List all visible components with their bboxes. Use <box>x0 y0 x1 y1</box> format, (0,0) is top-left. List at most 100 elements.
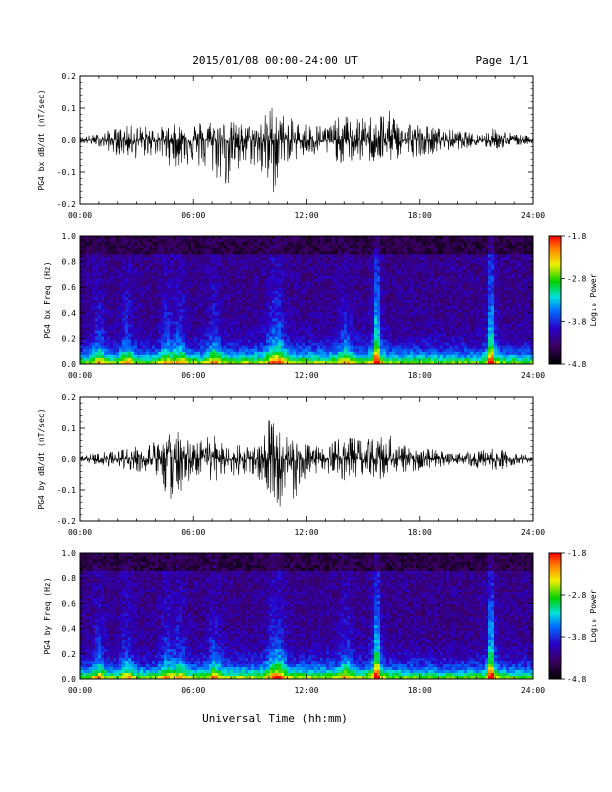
heatmap-cell <box>176 330 180 334</box>
heatmap-cell <box>392 309 396 313</box>
heatmap-cell <box>107 312 111 316</box>
heatmap-cell <box>338 287 342 292</box>
heatmap-cell <box>365 269 369 273</box>
heatmap-cell <box>209 309 213 313</box>
heatmap-cell <box>194 236 198 240</box>
heatmap-cell <box>278 342 282 347</box>
heatmap-cell <box>227 287 231 292</box>
heatmap-cell <box>329 339 333 344</box>
heatmap-cell <box>377 339 381 344</box>
heatmap-cell <box>83 284 87 289</box>
heatmap-cell <box>392 275 396 280</box>
heatmap-cell <box>338 236 342 240</box>
heatmap-cell <box>347 315 351 319</box>
heatmap-cell <box>248 345 252 350</box>
heatmap-cell <box>107 333 111 337</box>
heatmap-cell <box>314 303 318 307</box>
heatmap-cell <box>407 293 411 298</box>
heatmap-cell <box>419 300 423 304</box>
heatmap-cell <box>131 327 135 331</box>
heatmap-cell <box>356 287 360 292</box>
heatmap-cell <box>362 245 366 249</box>
heatmap-cell <box>368 251 372 255</box>
heatmap-cell <box>158 357 162 362</box>
heatmap-cell <box>338 296 342 301</box>
heatmap-cell <box>302 351 306 356</box>
heatmap-cell <box>290 351 294 356</box>
heatmap-cell <box>278 309 282 313</box>
heatmap-cell <box>137 312 141 316</box>
heatmap-cell <box>350 306 354 310</box>
heatmap-cell <box>275 239 279 243</box>
heatmap-cell <box>293 306 297 310</box>
heatmap-cell <box>311 254 315 258</box>
heatmap-cell <box>272 287 276 292</box>
heatmap-cell <box>296 242 300 246</box>
heatmap-cell <box>98 315 102 319</box>
heatmap-cell <box>263 330 267 334</box>
heatmap-cell <box>92 342 96 347</box>
heatmap-cell <box>107 300 111 304</box>
heatmap-cell <box>341 318 345 322</box>
heatmap-cell <box>86 278 90 283</box>
heatmap-cell <box>245 272 249 277</box>
heatmap-cell <box>158 278 162 283</box>
heatmap-cell <box>110 251 114 255</box>
heatmap-cell <box>371 345 375 350</box>
heatmap-cell <box>356 357 360 362</box>
heatmap-cell <box>287 303 291 307</box>
heatmap-cell <box>290 333 294 337</box>
heatmap-cell <box>392 284 396 289</box>
heatmap-cell <box>398 357 402 362</box>
heatmap-cell <box>146 296 150 301</box>
heatmap-cell <box>248 306 252 310</box>
heatmap-cell <box>275 266 279 270</box>
heatmap-cell <box>368 357 372 362</box>
heatmap-cell <box>257 236 261 240</box>
heatmap-cell <box>404 296 408 301</box>
heatmap-cell <box>155 351 159 356</box>
heatmap-cell <box>125 239 129 243</box>
heatmap-cell <box>356 284 360 289</box>
heatmap-cell <box>374 251 378 255</box>
heatmap-cell <box>125 306 129 310</box>
heatmap-cell <box>323 242 327 246</box>
heatmap-cell <box>98 357 102 362</box>
heatmap-cell <box>107 257 111 261</box>
heatmap-cell <box>164 242 168 246</box>
heatmap-cell <box>419 272 423 277</box>
heatmap-cell <box>419 245 423 249</box>
heatmap-cell <box>122 269 126 273</box>
heatmap-cell <box>113 306 117 310</box>
heatmap-cell <box>233 336 237 341</box>
heatmap-cell <box>410 254 414 258</box>
heatmap-cell <box>242 275 246 280</box>
heatmap-cell <box>368 318 372 322</box>
heatmap-cell <box>80 254 84 258</box>
heatmap-cell <box>101 300 105 304</box>
heatmap-cell <box>206 290 210 295</box>
heatmap-cell <box>266 333 270 337</box>
heatmap-cell <box>359 272 363 277</box>
heatmap-cell <box>98 266 102 270</box>
heatmap-cell <box>128 348 132 353</box>
heatmap-cell <box>320 260 324 264</box>
heatmap-cell <box>98 284 102 289</box>
heatmap-cell <box>128 339 132 344</box>
heatmap-cell <box>143 354 147 359</box>
heatmap-cell <box>233 303 237 307</box>
heatmap-cell <box>404 245 408 249</box>
heatmap-cell <box>146 339 150 344</box>
heatmap-cell <box>86 333 90 337</box>
heatmap-cell <box>368 312 372 316</box>
heatmap-cell <box>86 303 90 307</box>
heatmap-cell <box>140 333 144 337</box>
heatmap-cell <box>335 333 339 337</box>
heatmap-cell <box>416 239 420 243</box>
heatmap-cell <box>242 306 246 310</box>
heatmap-cell <box>140 290 144 295</box>
heatmap-cell <box>197 293 201 298</box>
heatmap-cell <box>293 272 297 277</box>
heatmap-cell <box>107 315 111 319</box>
heatmap-cell <box>212 324 216 328</box>
